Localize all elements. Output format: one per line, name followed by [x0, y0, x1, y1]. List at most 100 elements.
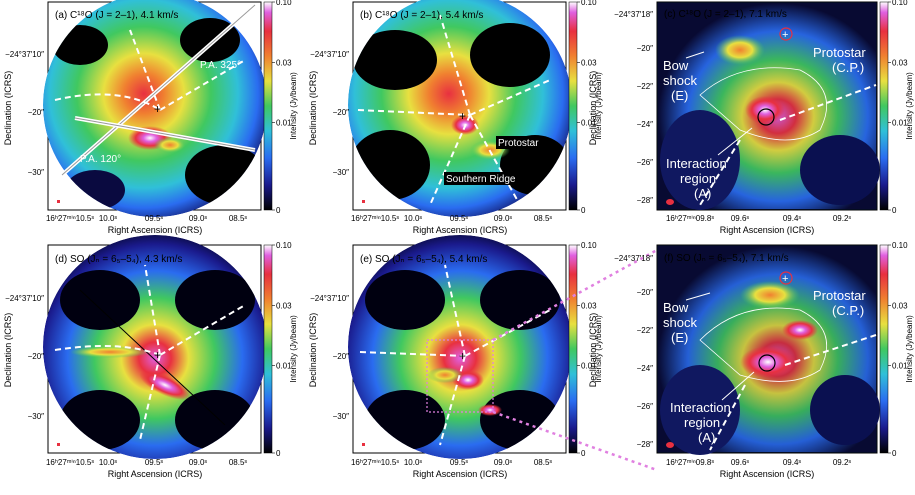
x-tick-label: 10.0ˢ [99, 458, 118, 467]
colorbar-tick-label: 0 [581, 206, 586, 215]
y-tick-label: −26″ [637, 158, 654, 167]
x-tick-label: 09.4ˢ [783, 458, 802, 467]
colorbar-tick-label: 0.01 [892, 119, 908, 128]
colorbar-label: Intensity (Jy/beam) [905, 315, 914, 383]
colorbar-tick-label: 0.01 [276, 362, 292, 371]
colorbar-label: Intensity (Jy/beam) [289, 72, 298, 140]
x-tick-label: 09.2ˢ [833, 214, 852, 223]
x-tick-label: 09.6ˢ [731, 214, 750, 223]
zoom-connector-bottom [492, 410, 658, 472]
colorbar-tick-label: 0.03 [276, 301, 292, 310]
beam-marker [57, 443, 60, 446]
panel-c-title: (c) C¹⁸O (J = 2–1), 7.1 km/s [664, 9, 787, 20]
x-tick-label: 16ʰ27ᵐⁱⁿ10.5ˢ [46, 458, 94, 467]
protostar-marker [779, 271, 793, 285]
zoom-connector-top [492, 248, 658, 342]
x-tick-label: 09.0ˢ [189, 214, 208, 223]
x-tick-label: 09.5ˢ [450, 458, 469, 467]
x-tick-label: 09.6ˢ [731, 458, 750, 467]
x-tick-label: 09.0ˢ [189, 458, 208, 467]
colorbar [263, 244, 273, 454]
y-tick-label: −28″ [637, 196, 654, 205]
beam-marker [362, 443, 365, 446]
protostar-marker: + [154, 102, 161, 116]
panel-b-ylabel: Declination (ICRS) [308, 71, 318, 146]
colorbar [879, 1, 889, 211]
x-tick-label: 16ʰ27ᵐⁱⁿ10.5ˢ [351, 458, 399, 467]
panel-f-protostar-label: Protostar (C.P.) [813, 288, 866, 318]
x-tick-label: 10.0ˢ [404, 458, 423, 467]
x-tick-label: 09.2ˢ [833, 458, 852, 467]
x-tick-label: 09.5ˢ [450, 214, 469, 223]
panel-c-xlabel: Right Ascension (ICRS) [720, 225, 815, 235]
panel-f-interaction-label: Interaction region (A) [670, 400, 731, 445]
panel-b-protostar-label: Protostar [498, 138, 539, 149]
y-tick-label: −24°37′10″ [5, 50, 44, 59]
colorbar-tick-label: 0.01 [892, 362, 908, 371]
panel-a-pa120: P.A. 120° [80, 154, 121, 165]
y-tick-label: −24°37′10″ [310, 50, 349, 59]
panel-f-title: (f) SO (Jₙ = 6₅–5₄), 7.1 km/s [664, 253, 789, 264]
colorbar [879, 244, 889, 454]
y-tick-label: −20″ [333, 108, 350, 117]
protostar-marker: + [154, 348, 161, 362]
colorbar-tick-label: 0.03 [892, 58, 908, 67]
panel-c-protostar-label: Protostar (C.P.) [813, 45, 866, 75]
x-tick-label: 16ʰ27ᵐⁱⁿ10.5ˢ [351, 214, 399, 223]
colorbar-label: Intensity (Jy/beam) [594, 72, 603, 140]
x-tick-label: 08.5ˢ [534, 458, 553, 467]
colorbar-tick-label: 0.10 [276, 241, 292, 250]
panel-a-xlabel: Right Ascension (ICRS) [108, 225, 203, 235]
protostar-marker [779, 27, 793, 41]
colorbar-tick-label: 0 [276, 206, 281, 215]
colorbar [568, 1, 578, 211]
y-tick-label: −20″ [28, 108, 45, 117]
colorbar-tick-label: 0.01 [581, 119, 597, 128]
y-tick-label: −30″ [333, 168, 350, 177]
x-tick-label: 10.0ˢ [99, 214, 118, 223]
colorbar-tick-label: 0 [581, 449, 586, 458]
protostar-marker: + [459, 109, 466, 123]
beam-marker [666, 442, 674, 448]
beam-marker [57, 200, 60, 203]
y-tick-label: −24°37′10″ [310, 294, 349, 303]
y-tick-label: −20″ [28, 352, 45, 361]
y-tick-label: −30″ [28, 168, 45, 177]
x-tick-label: 16ʰ27ᵐⁱⁿ09.8ˢ [666, 458, 714, 467]
panel-c-bowshock-label: Bow shock (E) [663, 58, 697, 103]
y-tick-label: −30″ [28, 412, 45, 421]
colorbar-tick-label: 0.01 [276, 119, 292, 128]
colorbar-tick-label: 0.01 [581, 362, 597, 371]
panel-f: (f) SO (Jₙ = 6₅–5₄), 7.1 km/s Bow shock (E… [588, 241, 914, 479]
y-tick-label: −20″ [637, 44, 654, 53]
colorbar-tick-label: 0.10 [581, 0, 597, 7]
y-tick-label: −24°37′10″ [5, 294, 44, 303]
x-tick-label: 09.0ˢ [494, 214, 513, 223]
panel-e-title: (e) SO (Jₙ = 6₅–5₄), 5.4 km/s [360, 254, 487, 265]
x-tick-label: 09.5ˢ [145, 458, 164, 467]
beam-marker [362, 200, 365, 203]
x-tick-label: 08.5ˢ [229, 458, 248, 467]
colorbar-tick-label: 0.10 [892, 0, 908, 7]
colorbar-tick-label: 0.03 [581, 301, 597, 310]
y-tick-label: −22″ [637, 82, 654, 91]
colorbar-tick-label: 0.10 [892, 241, 908, 250]
y-tick-label: −28″ [637, 440, 654, 449]
y-tick-label: −20″ [637, 288, 654, 297]
x-tick-label: 09.5ˢ [145, 214, 164, 223]
panel-b-xlabel: Right Ascension (ICRS) [413, 225, 508, 235]
panel-e: (e) SO (Jₙ = 6₅–5₄), 5.4 km/s + −24°37′1… [308, 235, 603, 479]
zoom-box [426, 339, 494, 413]
panel-c-ylabel: Declination (ICRS) [588, 71, 598, 146]
y-tick-label: −24″ [637, 364, 654, 373]
x-tick-label: 10.0ˢ [404, 214, 423, 223]
panel-f-ylabel: Declination (ICRS) [588, 313, 598, 388]
x-tick-label: 08.5ˢ [534, 214, 553, 223]
y-tick-label: −30″ [333, 412, 350, 421]
y-tick-label: −26″ [637, 402, 654, 411]
panel-b-title: (b) C¹⁸O (J = 2–1), 5.4 km/s [360, 10, 483, 21]
y-tick-label: −24°37′18″ [614, 254, 653, 263]
colorbar-label: Intensity (Jy/beam) [289, 315, 298, 383]
svg-text:+: + [782, 273, 788, 285]
